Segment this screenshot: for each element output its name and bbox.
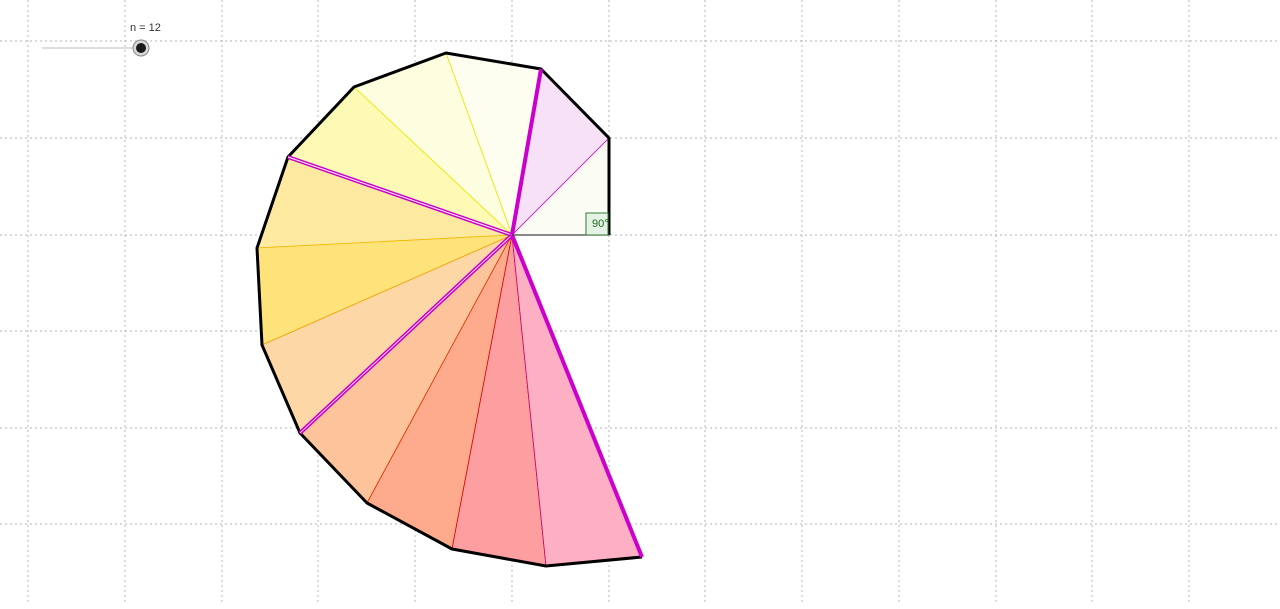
slider-label: n = 12 (130, 22, 161, 34)
spiral-triangles[interactable] (256, 52, 643, 567)
highlighted-edges (287, 68, 644, 558)
highlight-edge-4 (510, 234, 644, 558)
angle-label: 90° (592, 218, 609, 230)
n-slider[interactable] (42, 39, 150, 57)
highlight-edge-1 (510, 68, 543, 236)
right-angle-marker: 90° (585, 212, 609, 236)
